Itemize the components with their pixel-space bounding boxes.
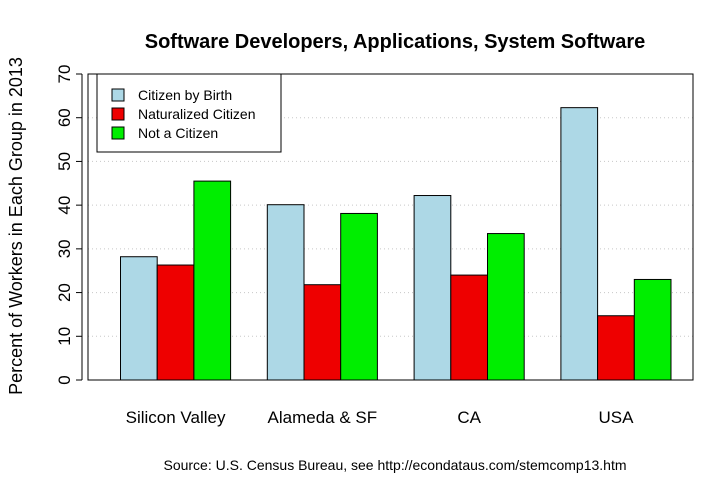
bar-not-a-citizen bbox=[193, 180, 232, 381]
bar-citizen-by-birth bbox=[560, 107, 599, 381]
legend-label: Naturalized Citizen bbox=[138, 106, 256, 122]
bar-not-a-citizen bbox=[487, 233, 525, 381]
legend: Citizen by Birth Naturalized Citizen Not a… bbox=[96, 73, 282, 153]
legend-swatch bbox=[111, 88, 125, 102]
y-tick-label: 60 bbox=[55, 108, 74, 127]
x-category-label: Silicon Valley bbox=[126, 408, 226, 427]
y-tick-label: 50 bbox=[55, 152, 74, 171]
bar-citizen-by-birth bbox=[413, 195, 452, 381]
x-category-label: CA bbox=[457, 408, 481, 427]
bar-not-a-citizen bbox=[340, 212, 378, 381]
y-tick-label: 10 bbox=[55, 327, 74, 346]
y-tick-label: 70 bbox=[55, 65, 74, 84]
y-axis: 0 10 20 30 40 50 60 70 bbox=[55, 65, 83, 385]
y-tick-label: 40 bbox=[55, 196, 74, 215]
bar-citizen-by-birth bbox=[266, 204, 305, 381]
x-axis-labels: Silicon Valley Alameda & SF CA USA bbox=[126, 408, 634, 427]
y-tick-label: 20 bbox=[55, 283, 74, 302]
y-axis-label: Percent of Workers in Each Group in 2013 bbox=[6, 57, 26, 395]
y-tick-label: 0 bbox=[55, 375, 74, 384]
bar-naturalized-citizen bbox=[303, 284, 342, 381]
bars bbox=[120, 107, 672, 381]
x-category-label: USA bbox=[598, 408, 634, 427]
legend-swatch bbox=[111, 126, 125, 140]
bar-naturalized-citizen bbox=[597, 315, 635, 381]
bar-citizen-by-birth bbox=[120, 256, 158, 381]
y-tick-label: 30 bbox=[55, 239, 74, 258]
legend-swatch bbox=[111, 107, 125, 121]
legend-box bbox=[96, 73, 282, 153]
x-category-label: Alameda & SF bbox=[268, 408, 378, 427]
bar-not-a-citizen bbox=[633, 278, 672, 381]
bar-naturalized-citizen bbox=[156, 264, 195, 381]
chart-title: Software Developers, Applications, Syste… bbox=[145, 31, 646, 53]
legend-label: Not a Citizen bbox=[138, 125, 218, 141]
source-note: Source: U.S. Census Bureau, see http://e… bbox=[163, 457, 626, 473]
plot-frame bbox=[87, 73, 694, 381]
bar-naturalized-citizen bbox=[450, 274, 488, 381]
legend-label: Citizen by Birth bbox=[138, 87, 232, 103]
